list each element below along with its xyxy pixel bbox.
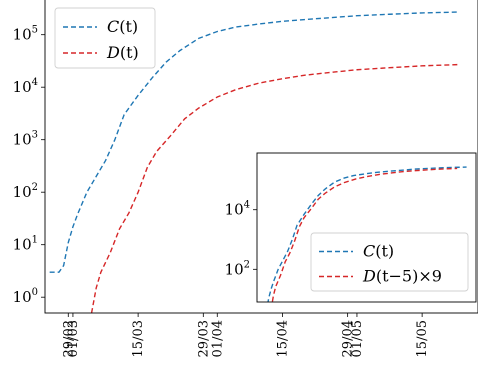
x-tick-label: 15/03: [131, 320, 146, 357]
y-tick-exponent: 4: [32, 77, 38, 88]
y-tick-base: 10: [225, 201, 244, 219]
x-tick-label: 29/02: [61, 320, 76, 357]
series-line-C: [267, 166, 467, 302]
y-tick-base: 10: [13, 288, 32, 306]
y-tick-base: 10: [225, 260, 244, 278]
legend-label-symbol: C: [363, 242, 375, 261]
y-tick-exponent: 4: [244, 200, 250, 211]
y-tick-exponent: 0: [32, 287, 38, 298]
legend-label: D(t): [106, 43, 139, 62]
series-line-D: [90, 63, 460, 313]
y-tick-base: 10: [13, 131, 32, 149]
y-tick-base: 10: [13, 26, 32, 44]
y-tick-label: 102: [13, 182, 38, 201]
x-tick-label: 01/03: [66, 320, 81, 357]
legend-label-argument: (t): [119, 17, 138, 36]
x-tick-label: 01/04: [210, 320, 225, 357]
legend-label: D(t−5)×9: [362, 267, 442, 286]
series-line-D: [271, 167, 458, 302]
series-lines: [49, 11, 460, 313]
x-tick-label: 15/04: [275, 320, 290, 357]
legend-box: [54, 7, 156, 69]
y-tick-label: 102: [225, 259, 250, 278]
plot-frame: [44, 0, 478, 314]
plot-frame: [256, 152, 477, 303]
legend-label-symbol: D: [106, 43, 120, 62]
legend-label-symbol: D: [362, 267, 376, 286]
legend-label-argument: (t): [120, 43, 139, 62]
y-tick-label: 104: [13, 77, 38, 96]
x-tick-label: 29/03: [196, 320, 211, 357]
y-tick-base: 10: [13, 236, 32, 254]
x-tick-label: 29/04: [341, 320, 356, 357]
y-tick-exponent: 2: [32, 182, 38, 193]
series-lines: [267, 166, 467, 302]
legend-label: C(t): [363, 242, 394, 261]
legend-label-symbol: C: [107, 17, 119, 36]
series-line-C: [49, 11, 460, 273]
y-tick-label: 105: [13, 25, 38, 44]
y-tick-label: 101: [13, 235, 38, 254]
y-tick-exponent: 1: [32, 235, 38, 246]
legend-label-argument: (t): [375, 242, 394, 261]
legend-box: [310, 232, 469, 292]
y-tick-exponent: 5: [32, 25, 38, 36]
y-tick-base: 10: [13, 183, 32, 201]
y-tick-label: 103: [13, 130, 38, 149]
y-tick-exponent: 3: [32, 130, 38, 141]
legend-label: C(t): [107, 17, 138, 36]
y-tick-exponent: 2: [244, 259, 250, 270]
legend-label-argument: (t−5)×9: [376, 267, 442, 286]
y-tick-label: 104: [225, 200, 250, 219]
x-tick-label: 01/05: [350, 320, 365, 357]
y-tick-label: 100: [13, 287, 38, 306]
x-tick-label: 15/05: [415, 320, 430, 357]
y-tick-base: 10: [13, 78, 32, 96]
